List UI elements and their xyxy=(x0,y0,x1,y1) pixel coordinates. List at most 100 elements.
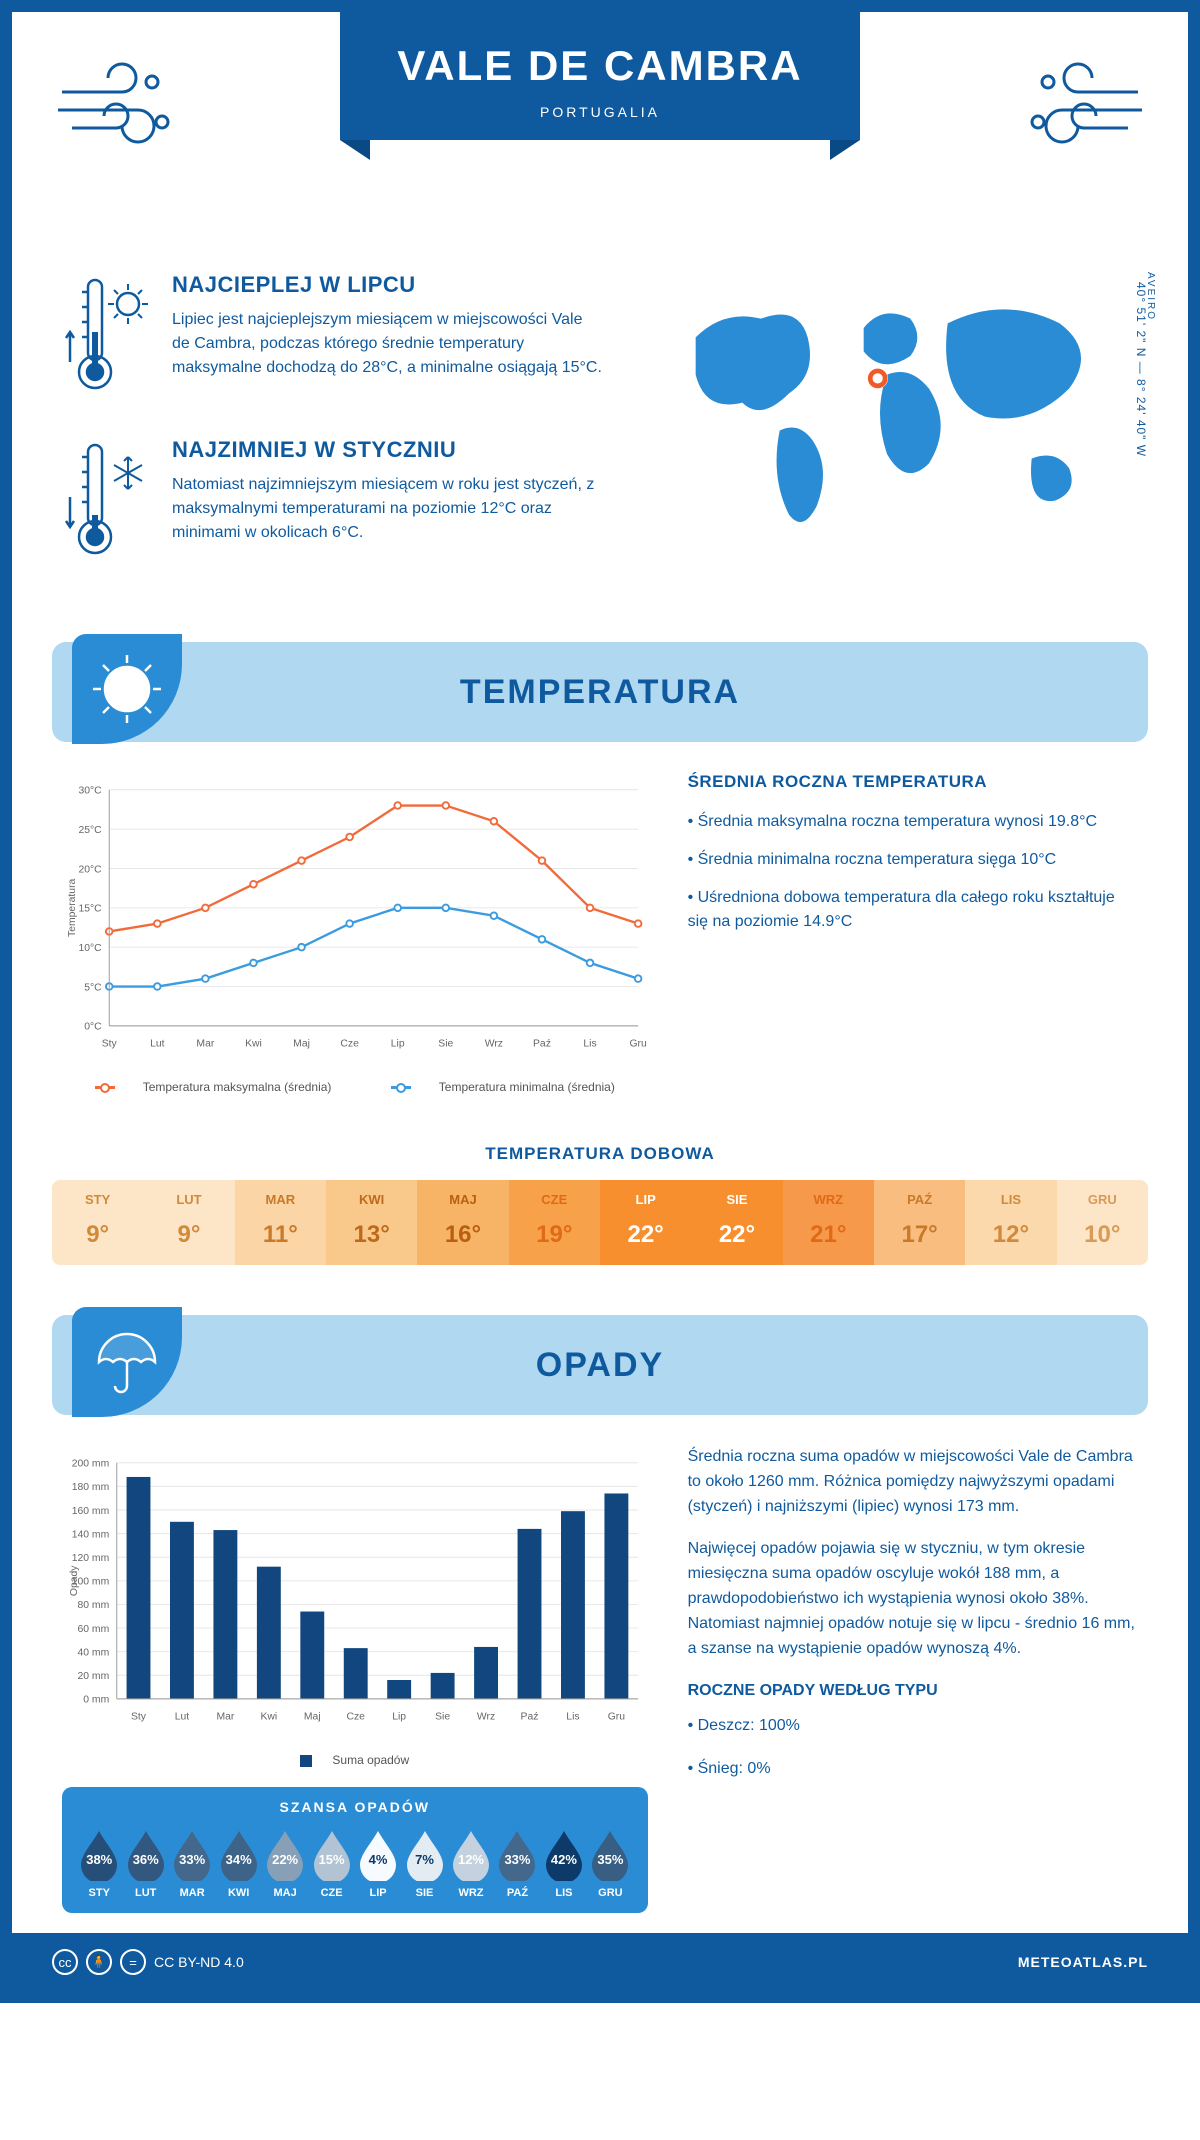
fact-warmest: NAJCIEPLEJ W LIPCU Lipiec jest najcieple… xyxy=(62,272,605,407)
fact-title: NAJCIEPLEJ W LIPCU xyxy=(172,272,605,298)
svg-text:Kwi: Kwi xyxy=(245,1039,262,1050)
svg-text:Mar: Mar xyxy=(196,1039,214,1050)
daily-cell: MAR11° xyxy=(235,1180,326,1265)
chance-drop: 7%SIE xyxy=(401,1827,447,1899)
svg-text:140 mm: 140 mm xyxy=(72,1529,109,1540)
chart-legend: Temperatura maksymalna (średnia) Tempera… xyxy=(62,1080,648,1094)
chance-drop: 38%STY xyxy=(76,1827,122,1899)
daily-cell: PAŹ17° xyxy=(874,1180,965,1265)
svg-text:Opady: Opady xyxy=(69,1565,80,1596)
svg-text:120 mm: 120 mm xyxy=(72,1553,109,1564)
svg-text:Lis: Lis xyxy=(583,1039,596,1050)
svg-text:Lut: Lut xyxy=(150,1039,165,1050)
svg-text:0 mm: 0 mm xyxy=(83,1695,109,1706)
svg-text:Wrz: Wrz xyxy=(477,1712,495,1723)
daily-cell: GRU10° xyxy=(1057,1180,1148,1265)
section-precipitation: OPADY xyxy=(52,1315,1148,1415)
svg-text:Maj: Maj xyxy=(304,1712,321,1723)
temperature-line-chart: 0°C5°C10°C15°C20°C25°C30°CStyLutMarKwiMa… xyxy=(62,772,648,1094)
svg-text:Paź: Paź xyxy=(521,1712,539,1723)
wind-icon xyxy=(1018,52,1148,167)
chance-drop: 33%PAŹ xyxy=(494,1827,540,1899)
summary-title: ŚREDNIA ROCZNA TEMPERATURA xyxy=(688,772,1138,792)
chance-drop: 42%LIS xyxy=(541,1827,587,1899)
svg-text:20°C: 20°C xyxy=(78,864,102,875)
page-subtitle: PORTUGALIA xyxy=(350,104,850,120)
sun-icon xyxy=(72,634,182,744)
svg-text:Cze: Cze xyxy=(346,1712,365,1723)
thermometer-sun-icon xyxy=(62,272,152,407)
fact-text: Lipiec jest najcieplejszym miesiącem w m… xyxy=(172,308,605,380)
section-title: TEMPERATURA xyxy=(460,673,740,712)
svg-text:Wrz: Wrz xyxy=(485,1039,503,1050)
daily-cell: SIE22° xyxy=(691,1180,782,1265)
title-banner: VALE DE CAMBRA PORTUGALIA xyxy=(340,12,860,140)
svg-text:Gru: Gru xyxy=(608,1712,626,1723)
daily-cell: LIP22° xyxy=(600,1180,691,1265)
svg-text:80 mm: 80 mm xyxy=(78,1600,110,1611)
summary-bullet: • Średnia minimalna roczna temperatura s… xyxy=(688,848,1138,872)
infographic-frame: VALE DE CAMBRA PORTUGALIA NAJCIEPLEJ W L… xyxy=(0,0,1200,2003)
license: cc 🧍 = CC BY-ND 4.0 xyxy=(52,1949,244,1975)
svg-text:30°C: 30°C xyxy=(78,786,102,797)
svg-text:Temperatura: Temperatura xyxy=(67,878,78,936)
world-map xyxy=(645,272,1138,552)
chance-drop: 33%MAR xyxy=(169,1827,215,1899)
license-text: CC BY-ND 4.0 xyxy=(154,1954,244,1970)
type-bullet: • Deszcz: 100% xyxy=(688,1714,1138,1739)
by-icon: 🧍 xyxy=(86,1949,112,1975)
fact-title: NAJZIMNIEJ W STYCZNIU xyxy=(172,437,605,463)
fact-coldest: NAJZIMNIEJ W STYCZNIU Natomiast najzimni… xyxy=(62,437,605,572)
svg-text:Gru: Gru xyxy=(629,1039,647,1050)
umbrella-icon xyxy=(72,1307,182,1417)
svg-text:Paź: Paź xyxy=(533,1039,551,1050)
footer: cc 🧍 = CC BY-ND 4.0 METEOATLAS.PL xyxy=(12,1933,1188,1991)
section-title: OPADY xyxy=(536,1346,664,1385)
nd-icon: = xyxy=(120,1949,146,1975)
daily-cell: LIS12° xyxy=(965,1180,1056,1265)
summary-text: Średnia roczna suma opadów w miejscowośc… xyxy=(688,1445,1138,1519)
wind-icon xyxy=(52,52,182,167)
svg-text:Lip: Lip xyxy=(392,1712,406,1723)
svg-text:15°C: 15°C xyxy=(78,904,102,915)
summary-bullet: • Uśredniona dobowa temperatura dla całe… xyxy=(688,886,1138,934)
thermometer-snow-icon xyxy=(62,437,152,572)
svg-text:25°C: 25°C xyxy=(78,825,102,836)
chance-drop: 22%MAJ xyxy=(262,1827,308,1899)
svg-text:200 mm: 200 mm xyxy=(72,1459,109,1470)
type-bullet: • Śnieg: 0% xyxy=(688,1757,1138,1782)
daily-temp-row: STY9°LUT9°MAR11°KWI13°MAJ16°CZE19°LIP22°… xyxy=(52,1180,1148,1265)
chance-drop: 34%KWI xyxy=(215,1827,261,1899)
chart-legend: Suma opadów xyxy=(62,1753,648,1767)
chance-drop: 12%WRZ xyxy=(448,1827,494,1899)
summary-text: Najwięcej opadów pojawia się w styczniu,… xyxy=(688,1537,1138,1661)
svg-text:180 mm: 180 mm xyxy=(72,1482,109,1493)
chance-drop: 4%LIP xyxy=(355,1827,401,1899)
svg-text:Lis: Lis xyxy=(566,1712,579,1723)
chance-drop: 15%CZE xyxy=(308,1827,354,1899)
chance-drop: 35%GRU xyxy=(587,1827,633,1899)
summary-bullet: • Średnia maksymalna roczna temperatura … xyxy=(688,810,1138,834)
chance-drop: 36%LUT xyxy=(122,1827,168,1899)
daily-cell: KWI13° xyxy=(326,1180,417,1265)
type-title: ROCZNE OPADY WEDŁUG TYPU xyxy=(688,1679,1138,1704)
precipitation-bar-chart: 0 mm20 mm40 mm60 mm80 mm100 mm120 mm140 … xyxy=(62,1445,648,1745)
svg-text:Sty: Sty xyxy=(102,1039,118,1050)
svg-text:Sie: Sie xyxy=(435,1712,450,1723)
svg-text:0°C: 0°C xyxy=(84,1022,102,1033)
daily-cell: STY9° xyxy=(52,1180,143,1265)
svg-text:Maj: Maj xyxy=(293,1039,310,1050)
svg-text:60 mm: 60 mm xyxy=(78,1624,110,1635)
svg-text:Lut: Lut xyxy=(175,1712,190,1723)
svg-text:Mar: Mar xyxy=(216,1712,234,1723)
header: VALE DE CAMBRA PORTUGALIA xyxy=(12,12,1188,232)
page-title: VALE DE CAMBRA xyxy=(350,42,850,90)
fact-text: Natomiast najzimniejszym miesiącem w rok… xyxy=(172,473,605,545)
daily-cell: LUT9° xyxy=(143,1180,234,1265)
svg-text:Sty: Sty xyxy=(131,1712,147,1723)
daily-temp-title: TEMPERATURA DOBOWA xyxy=(12,1144,1188,1164)
svg-text:160 mm: 160 mm xyxy=(72,1506,109,1517)
svg-text:40 mm: 40 mm xyxy=(78,1647,110,1658)
temperature-summary: ŚREDNIA ROCZNA TEMPERATURA • Średnia mak… xyxy=(688,772,1138,1094)
precipitation-chance-box: SZANSA OPADÓW 38%STY36%LUT33%MAR34%KWI22… xyxy=(62,1787,648,1913)
